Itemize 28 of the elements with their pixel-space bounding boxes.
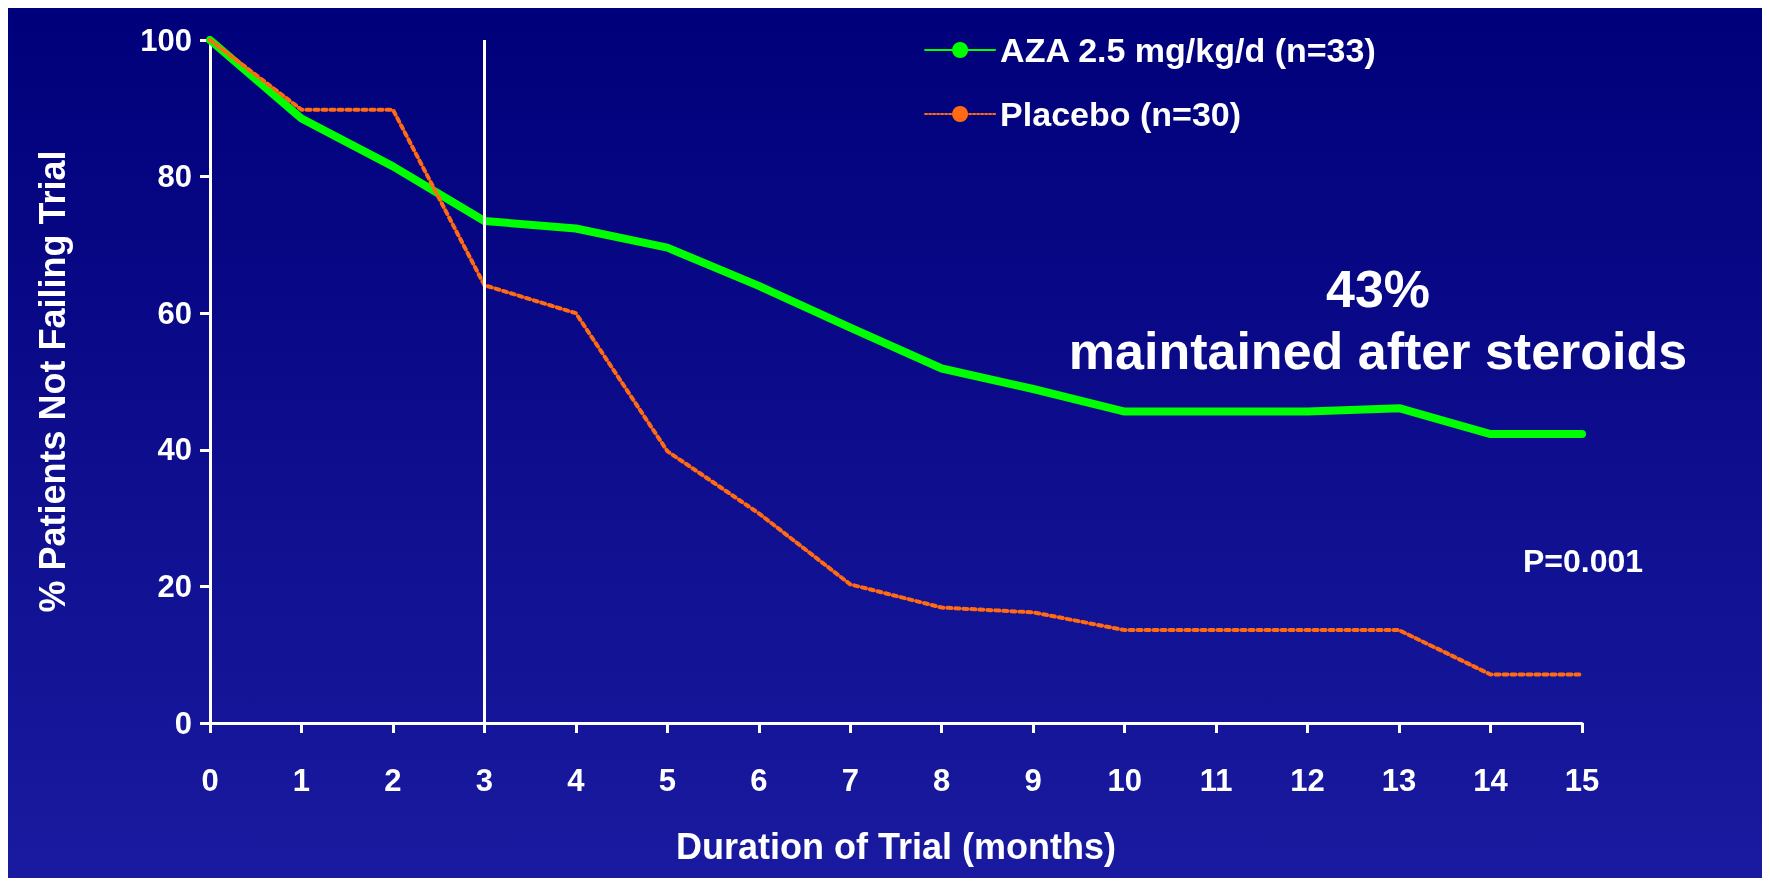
x-tick-label: 2: [384, 763, 402, 798]
x-tick-label: 1: [292, 763, 311, 798]
y-tick-label: 40: [157, 432, 192, 468]
annotation: 43% maintained after steroids: [1068, 260, 1688, 380]
y-tick-label: 80: [157, 159, 192, 195]
x-tick-label: 6: [750, 763, 768, 798]
x-tick-label: 10: [1107, 763, 1142, 798]
x-tick-label: 0: [201, 763, 219, 798]
x-tick-label: 11: [1199, 763, 1233, 798]
x-tick-label: 4: [567, 763, 586, 798]
y-tick-label: 0: [174, 705, 192, 741]
legend-label: Placebo (n=30): [1000, 95, 1242, 133]
x-tick-label: 9: [1024, 763, 1042, 798]
legend-label: AZA 2.5 mg/kg/d (n=33): [1000, 31, 1376, 69]
x-tick-label: 15: [1564, 763, 1600, 798]
y-tick-label: 20: [157, 568, 192, 604]
x-tick-label: 8: [933, 763, 951, 798]
x-tick-label: 12: [1290, 763, 1325, 798]
x-tick-label: 14: [1473, 763, 1509, 798]
y-tick-label: 100: [140, 22, 192, 58]
x-tick-label: 5: [658, 763, 676, 798]
x-tick-label: 7: [841, 763, 859, 798]
x-tick-label: 3: [475, 763, 494, 798]
x-tick-label: 13: [1381, 763, 1417, 798]
annotation: P=0.001: [1522, 543, 1644, 579]
y-tick-label: 60: [157, 295, 192, 331]
x-axis-title: Duration of Trial (months): [676, 825, 1116, 867]
y-axis-title: % Patients Not Failing Trial: [31, 150, 73, 613]
